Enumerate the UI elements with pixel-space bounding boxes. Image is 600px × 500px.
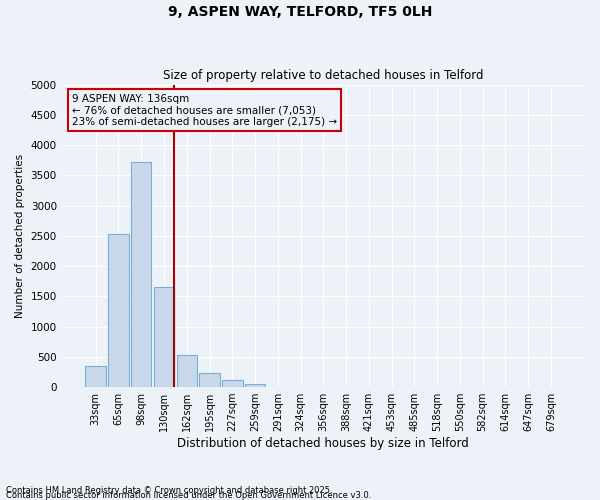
Text: Contains HM Land Registry data © Crown copyright and database right 2025.: Contains HM Land Registry data © Crown c… (6, 486, 332, 495)
Text: 9 ASPEN WAY: 136sqm
← 76% of detached houses are smaller (7,053)
23% of semi-det: 9 ASPEN WAY: 136sqm ← 76% of detached ho… (72, 94, 337, 127)
Text: 9, ASPEN WAY, TELFORD, TF5 0LH: 9, ASPEN WAY, TELFORD, TF5 0LH (168, 5, 432, 19)
Bar (222, 380, 242, 387)
Bar (85, 366, 106, 387)
Bar (108, 234, 129, 387)
Bar (154, 287, 174, 387)
Title: Size of property relative to detached houses in Telford: Size of property relative to detached ho… (163, 69, 484, 82)
Text: Contains public sector information licensed under the Open Government Licence v3: Contains public sector information licen… (6, 491, 371, 500)
Bar (245, 384, 265, 387)
X-axis label: Distribution of detached houses by size in Telford: Distribution of detached houses by size … (178, 437, 469, 450)
Bar (176, 355, 197, 387)
Y-axis label: Number of detached properties: Number of detached properties (15, 154, 25, 318)
Bar (199, 373, 220, 387)
Bar (131, 162, 151, 387)
